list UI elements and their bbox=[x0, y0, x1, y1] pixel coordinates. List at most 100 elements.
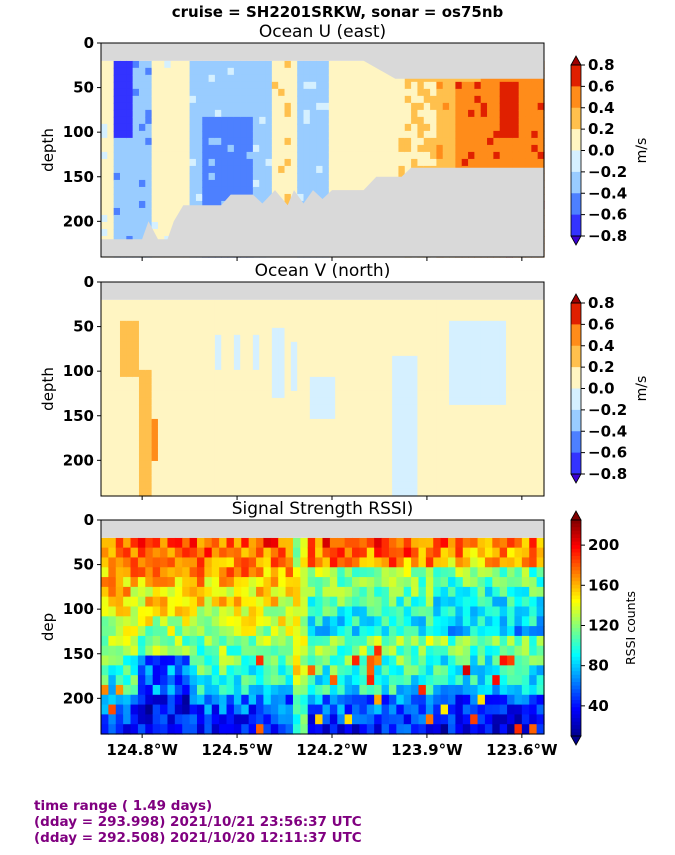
colorbar-tick-label: 40 bbox=[588, 697, 609, 715]
colorbar-extend-min bbox=[570, 235, 582, 246]
colorbar-bin bbox=[571, 613, 581, 618]
colorbar-bin bbox=[571, 566, 581, 571]
ytick-label: 50 bbox=[73, 318, 94, 336]
colorbar-bin bbox=[571, 710, 581, 715]
colorbar-tick-label: 80 bbox=[588, 657, 609, 675]
colorbar-bin bbox=[571, 595, 581, 600]
colorbar-label: m/s bbox=[634, 138, 650, 164]
colorbar-bin bbox=[571, 523, 581, 528]
colorbar-bin bbox=[571, 617, 581, 622]
colorbar-bin bbox=[571, 599, 581, 604]
colorbar-tick-label: −0.4 bbox=[588, 422, 627, 440]
colorbar-extend-min bbox=[570, 473, 582, 484]
colorbar-bin bbox=[571, 65, 581, 87]
xtick-label: 124.8°W bbox=[106, 741, 178, 759]
colorbar-bin bbox=[571, 635, 581, 640]
ytick-label: 100 bbox=[63, 600, 94, 618]
colorbar-bin bbox=[571, 520, 581, 525]
colorbar-bin bbox=[571, 653, 581, 658]
colorbar-bin bbox=[571, 685, 581, 690]
colorbar-tick-label: −0.8 bbox=[588, 227, 627, 245]
colorbar-bin bbox=[571, 388, 581, 411]
colorbar-tick-label: −0.2 bbox=[588, 401, 627, 419]
colorbar-tick-label: 0.2 bbox=[588, 358, 615, 376]
colorbar-bin bbox=[571, 721, 581, 726]
colorbar-tick-label: 160 bbox=[588, 576, 619, 594]
colorbar-bin bbox=[571, 556, 581, 561]
colorbar-bin bbox=[571, 674, 581, 679]
panel-3: Signal Strength RSSI) 0 50 100 150 200 dep 124.… bbox=[39, 499, 558, 759]
colorbar-bin bbox=[571, 700, 581, 705]
colorbar-extend-max bbox=[570, 510, 582, 521]
y-axis-label: dep bbox=[39, 613, 57, 641]
heatmap-field bbox=[101, 537, 545, 735]
ytick-label: 0 bbox=[84, 511, 94, 529]
colorbar-bin bbox=[571, 171, 581, 194]
colorbar-tick-label: −0.4 bbox=[588, 184, 627, 202]
colorbar-bin bbox=[571, 367, 581, 390]
plot-frame bbox=[100, 42, 545, 258]
colorbar-bin bbox=[571, 696, 581, 701]
colorbar-extend-min bbox=[570, 735, 582, 746]
nodata-top bbox=[101, 282, 544, 300]
time-range-line: time range ( 1.49 days) bbox=[34, 798, 213, 814]
colorbar-tick-label: 0.4 bbox=[588, 337, 615, 355]
colorbar-bin bbox=[571, 649, 581, 654]
colorbar-bin bbox=[571, 602, 581, 607]
ytick-label: 0 bbox=[84, 34, 94, 52]
colorbar-bin bbox=[571, 592, 581, 597]
colorbar-tick-label: 200 bbox=[588, 536, 619, 554]
panel-2: Ocean V (north) 0 50 100 150 200 depth bbox=[39, 261, 545, 500]
colorbar-bin bbox=[571, 530, 581, 535]
colorbar-bin bbox=[571, 538, 581, 543]
colorbar-bin bbox=[571, 610, 581, 615]
colorbar-bin bbox=[571, 707, 581, 712]
panel-title: Signal Strength RSSI) bbox=[232, 499, 414, 519]
heatmap-field bbox=[101, 299, 545, 497]
colorbar-bin bbox=[571, 728, 581, 733]
colorbar-tick-label: 0.2 bbox=[588, 120, 615, 138]
colorbar-bin bbox=[571, 303, 581, 325]
nodata-top bbox=[101, 520, 544, 538]
nodata-top-east bbox=[363, 43, 544, 79]
colorbar-3: 200 160 120 80 40 RSSI counts bbox=[570, 510, 638, 746]
colorbar-tick-label: 0.0 bbox=[588, 380, 615, 398]
colorbar-bin bbox=[571, 692, 581, 697]
colorbar-bin bbox=[571, 129, 581, 152]
colorbar-tick-label: −0.8 bbox=[588, 465, 627, 483]
colorbar-bin bbox=[571, 703, 581, 708]
colorbar-bin bbox=[571, 86, 581, 109]
xtick-label: 124.5°W bbox=[201, 741, 273, 759]
colorbar-bin bbox=[571, 664, 581, 669]
ytick-label: 200 bbox=[63, 212, 94, 230]
colorbar-tick-label: −0.2 bbox=[588, 163, 627, 181]
colorbar-bin bbox=[571, 714, 581, 719]
colorbar-bin bbox=[571, 574, 581, 579]
colorbar-bin bbox=[571, 452, 581, 475]
ytick-label: 150 bbox=[63, 407, 94, 425]
figure-suptitle: cruise = SH2201SRKW, sonar = os75nb bbox=[171, 3, 504, 21]
ytick-label: 50 bbox=[73, 79, 94, 97]
panel-title: Ocean V (north) bbox=[255, 261, 391, 281]
colorbar-bin bbox=[571, 324, 581, 347]
colorbar-bin bbox=[571, 667, 581, 672]
colorbar-bin bbox=[571, 584, 581, 589]
colorbar-1: 0.8 0.6 0.4 0.2 0.0 −0.2 −0.4 −0.6 −0.8 m/s bbox=[570, 55, 650, 246]
colorbar-tick-label: 0.8 bbox=[588, 56, 615, 74]
plot-frame bbox=[100, 519, 545, 735]
start-time-line: (dday = 292.508) 2021/10/20 12:11:37 UTC bbox=[34, 830, 362, 846]
ytick-label: 150 bbox=[63, 168, 94, 186]
ytick-label: 200 bbox=[63, 689, 94, 707]
end-time-line: (dday = 293.998) 2021/10/21 23:56:37 UTC bbox=[34, 814, 362, 830]
ytick-label: 200 bbox=[63, 451, 94, 469]
colorbar-bin bbox=[571, 732, 581, 737]
panel-title: Ocean U (east) bbox=[259, 22, 386, 42]
colorbar-bin bbox=[571, 409, 581, 432]
colorbar-bin bbox=[571, 107, 581, 130]
colorbar-bin bbox=[571, 541, 581, 546]
colorbar-bin bbox=[571, 624, 581, 629]
colorbar-tick-label: 0.6 bbox=[588, 77, 615, 95]
colorbar-bin bbox=[571, 660, 581, 665]
colorbar-bin bbox=[571, 642, 581, 647]
colorbar-tick-label: −0.6 bbox=[588, 206, 627, 224]
